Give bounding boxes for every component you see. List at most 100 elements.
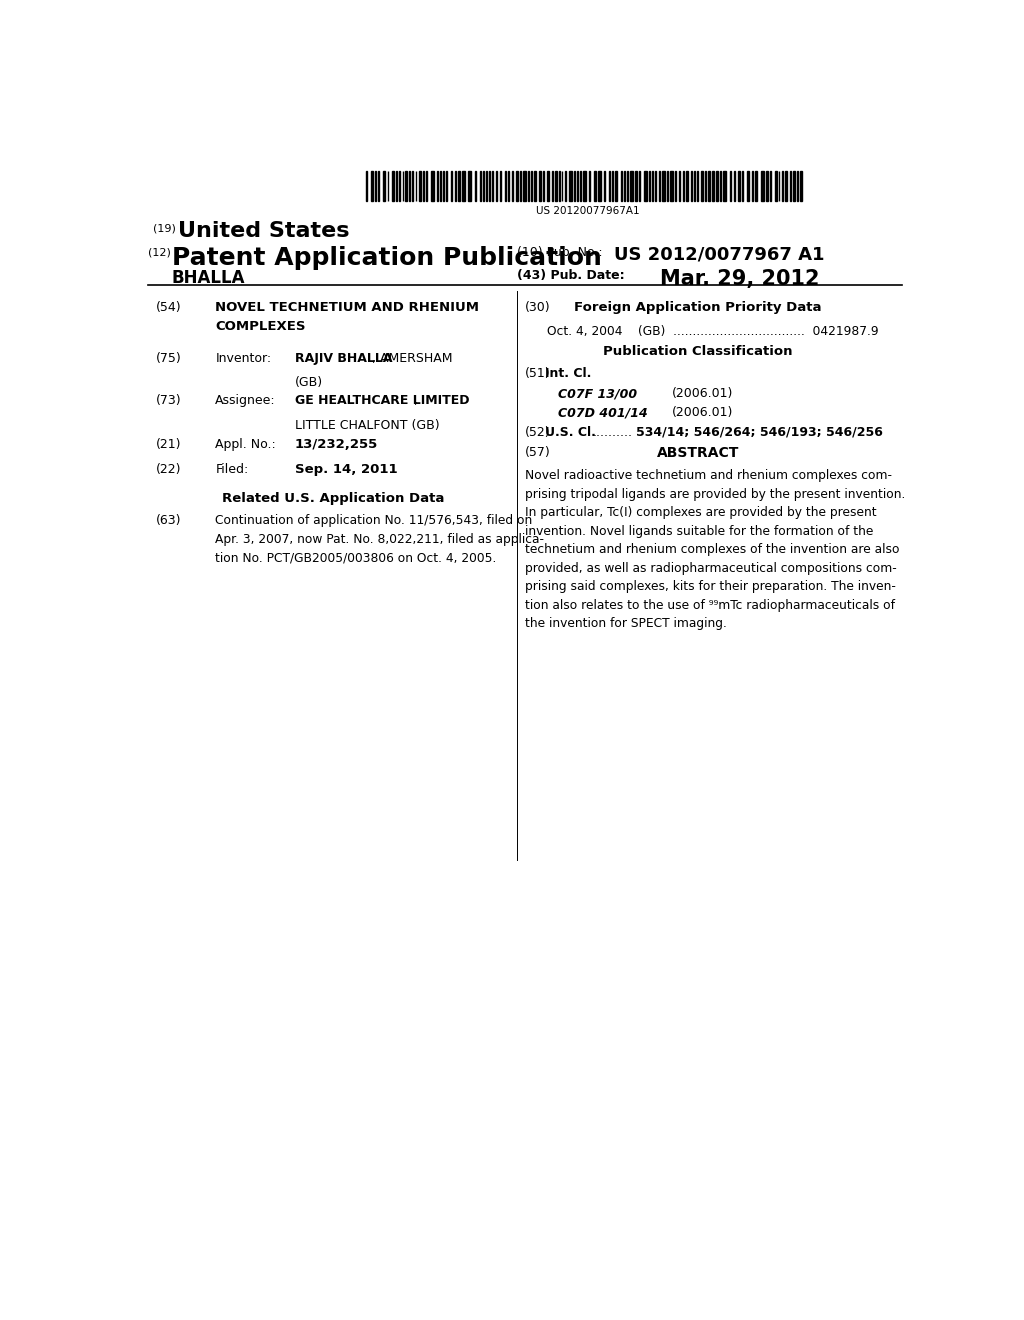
Bar xyxy=(419,170,421,201)
Text: Assignee:: Assignee: xyxy=(215,395,275,407)
Text: Foreign Application Priority Data: Foreign Application Priority Data xyxy=(574,301,821,314)
Bar xyxy=(474,170,476,201)
Text: C07D 401/14: C07D 401/14 xyxy=(558,407,648,420)
Text: US 2012/0077967 A1: US 2012/0077967 A1 xyxy=(614,246,825,264)
Bar xyxy=(705,170,707,201)
Text: (19): (19) xyxy=(154,223,176,234)
Text: (63): (63) xyxy=(156,515,181,527)
Text: Continuation of application No. 11/576,543, filed on
Apr. 3, 2007, now Pat. No. : Continuation of application No. 11/576,5… xyxy=(215,515,545,564)
Bar xyxy=(775,170,776,201)
Bar xyxy=(371,170,373,201)
Text: Related U.S. Application Data: Related U.S. Application Data xyxy=(221,492,444,504)
Bar xyxy=(505,170,506,201)
Bar xyxy=(709,170,710,201)
Text: Mar. 29, 2012: Mar. 29, 2012 xyxy=(659,269,819,289)
Text: C07F 13/00: C07F 13/00 xyxy=(558,387,637,400)
Bar xyxy=(635,170,637,201)
Text: ..........: .......... xyxy=(593,426,633,438)
Bar xyxy=(654,170,656,201)
Text: Publication Classification: Publication Classification xyxy=(603,346,793,359)
Bar xyxy=(462,170,465,201)
Text: NOVEL TECHNETIUM AND RHENIUM
COMPLEXES: NOVEL TECHNETIUM AND RHENIUM COMPLEXES xyxy=(215,301,479,333)
Bar xyxy=(539,170,542,201)
Text: (51): (51) xyxy=(524,367,551,380)
Text: RAJIV BHALLA: RAJIV BHALLA xyxy=(295,351,392,364)
Bar xyxy=(488,170,490,201)
Bar xyxy=(584,170,586,201)
Text: GE HEALTHCARE LIMITED: GE HEALTHCARE LIMITED xyxy=(295,395,469,407)
Text: Oct. 4, 2004    (GB)  ..................................  0421987.9: Oct. 4, 2004 (GB) ......................… xyxy=(547,325,879,338)
Bar xyxy=(701,170,702,201)
Text: , AMERSHAM: , AMERSHAM xyxy=(373,351,453,364)
Text: (2006.01): (2006.01) xyxy=(672,407,733,420)
Bar xyxy=(644,170,647,201)
Bar xyxy=(723,170,726,201)
Text: Appl. No.:: Appl. No.: xyxy=(215,438,276,451)
Bar xyxy=(794,170,795,201)
Bar xyxy=(439,170,441,201)
Bar xyxy=(516,170,518,201)
Bar xyxy=(523,170,525,201)
Text: (21): (21) xyxy=(156,438,181,451)
Text: 534/14; 546/264; 546/193; 546/256: 534/14; 546/264; 546/193; 546/256 xyxy=(636,426,883,438)
Bar xyxy=(670,170,673,201)
Bar xyxy=(746,170,750,201)
Bar xyxy=(712,170,714,201)
Bar xyxy=(595,170,596,201)
Text: (2006.01): (2006.01) xyxy=(672,387,733,400)
Bar xyxy=(801,170,802,201)
Text: (30): (30) xyxy=(524,301,551,314)
Text: ,: , xyxy=(414,395,418,407)
Bar xyxy=(686,170,688,201)
Bar xyxy=(555,170,557,201)
Bar xyxy=(431,170,434,201)
Text: U.S. Cl.: U.S. Cl. xyxy=(546,426,596,438)
Bar xyxy=(716,170,719,201)
Text: Filed:: Filed: xyxy=(215,463,249,477)
Bar xyxy=(468,170,470,201)
Text: Inventor:: Inventor: xyxy=(215,351,271,364)
Bar xyxy=(755,170,757,201)
Bar xyxy=(535,170,536,201)
Bar xyxy=(598,170,601,201)
Bar xyxy=(790,170,792,201)
Bar xyxy=(459,170,460,201)
Text: (GB): (GB) xyxy=(295,376,323,389)
Bar xyxy=(766,170,768,201)
Bar xyxy=(552,170,553,201)
Bar xyxy=(547,170,549,201)
Bar xyxy=(512,170,513,201)
Bar xyxy=(383,170,385,201)
Bar xyxy=(630,170,633,201)
Bar xyxy=(663,170,665,201)
Text: Patent Application Publication: Patent Application Publication xyxy=(172,246,601,269)
Text: (52): (52) xyxy=(524,426,551,438)
Text: (22): (22) xyxy=(156,463,181,477)
Text: 13/232,255: 13/232,255 xyxy=(295,438,378,451)
Bar xyxy=(604,170,605,201)
Bar xyxy=(569,170,571,201)
Bar xyxy=(785,170,786,201)
Bar xyxy=(615,170,616,201)
Text: (57): (57) xyxy=(524,446,551,459)
Text: LITTLE CHALFONT (GB): LITTLE CHALFONT (GB) xyxy=(295,418,439,432)
Bar xyxy=(406,170,407,201)
Text: ABSTRACT: ABSTRACT xyxy=(656,446,739,461)
Text: (75): (75) xyxy=(156,351,181,364)
Text: (12): (12) xyxy=(147,248,171,257)
Text: BHALLA: BHALLA xyxy=(172,269,245,288)
Text: Int. Cl.: Int. Cl. xyxy=(546,367,592,380)
Bar xyxy=(392,170,394,201)
Bar xyxy=(589,170,591,201)
Bar xyxy=(734,170,735,201)
Text: (43) Pub. Date:: (43) Pub. Date: xyxy=(517,269,625,282)
Text: US 20120077967A1: US 20120077967A1 xyxy=(537,206,640,216)
Text: (10) Pub. No.:: (10) Pub. No.: xyxy=(517,246,602,259)
Bar xyxy=(738,170,739,201)
Text: (73): (73) xyxy=(156,395,181,407)
Text: United States: United States xyxy=(178,222,349,242)
Bar xyxy=(761,170,764,201)
Text: Novel radioactive technetium and rhenium complexes com-
prising tripodal ligands: Novel radioactive technetium and rhenium… xyxy=(524,470,905,631)
Text: Sep. 14, 2011: Sep. 14, 2011 xyxy=(295,463,397,477)
Text: (54): (54) xyxy=(156,301,181,314)
